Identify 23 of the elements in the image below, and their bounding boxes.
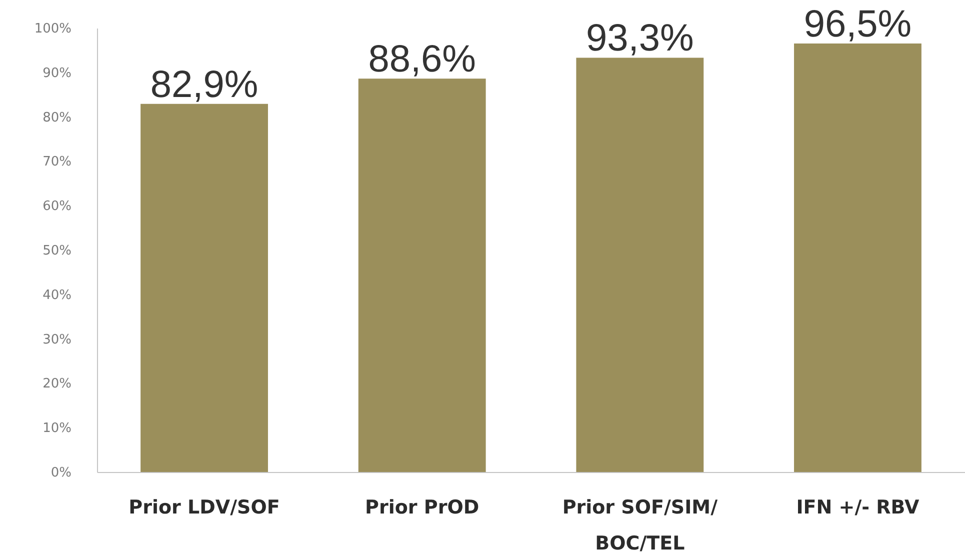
bar	[576, 58, 704, 472]
data-label: 93,3%	[586, 18, 694, 60]
data-label: 96,5%	[804, 4, 912, 46]
y-tick-label: 40%	[42, 288, 72, 303]
y-tick-label: 80%	[42, 110, 72, 126]
y-tick-label: 70%	[42, 154, 72, 170]
bar	[358, 78, 486, 472]
y-tick-label: 30%	[42, 332, 72, 348]
y-tick-label: 50%	[42, 244, 72, 258]
data-label: 82,9%	[150, 64, 258, 106]
y-tick-label: 10%	[42, 421, 72, 436]
x-tick-label: Prior PrOD	[365, 496, 480, 518]
bar	[794, 44, 922, 472]
y-tick-label: 60%	[42, 199, 72, 214]
y-tick-label: 20%	[42, 376, 72, 392]
y-tick-label: 0%	[50, 466, 72, 480]
x-tick-label: Prior SOF/SIM/BOC/TEL	[562, 496, 718, 554]
y-tick-label: 100%	[34, 22, 72, 36]
bar	[140, 104, 268, 472]
x-tick-label: IFN +/- RBV	[796, 496, 920, 518]
y-tick-label: 90%	[42, 66, 72, 81]
x-tick-label: Prior LDV/SOF	[128, 496, 280, 518]
data-label: 88,6%	[368, 38, 476, 81]
